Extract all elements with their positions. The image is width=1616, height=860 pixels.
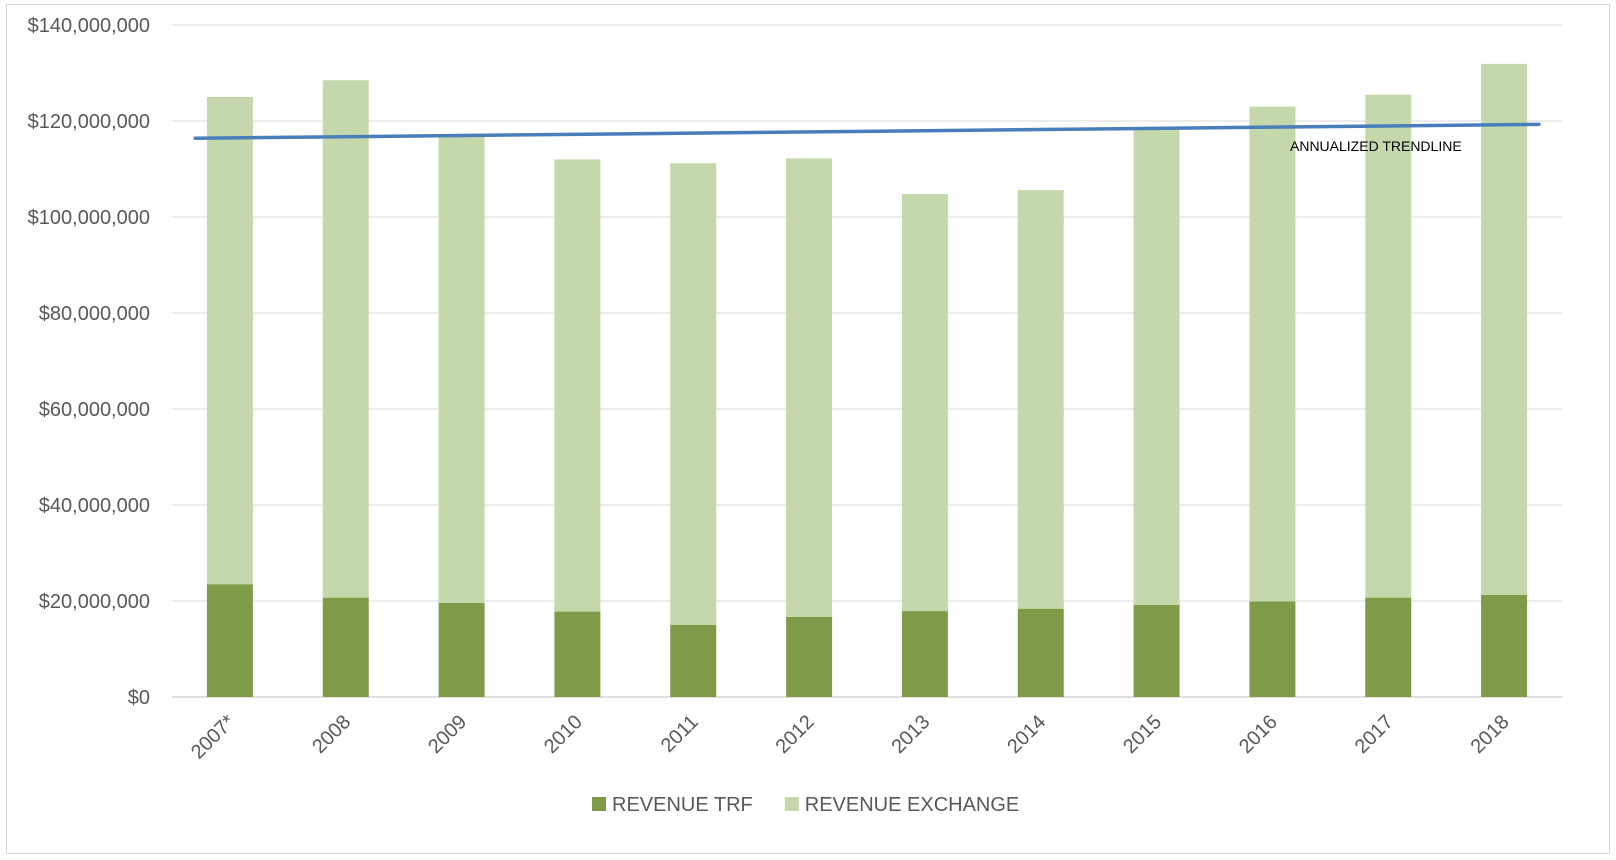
- x-tick-label: 2018: [1467, 711, 1514, 758]
- bar-revenue-exchange: [438, 135, 485, 603]
- y-tick-label: $0: [128, 687, 150, 709]
- bar-revenue-exchange: [206, 97, 253, 585]
- bar-revenue-trf: [1481, 594, 1528, 697]
- bar-revenue-exchange: [554, 159, 601, 612]
- y-tick-label: $20,000,000: [39, 591, 150, 613]
- legend-label: REVENUE EXCHANGE: [805, 794, 1020, 816]
- bar-revenue-trf: [1249, 601, 1296, 697]
- bar-revenue-exchange: [1481, 63, 1528, 595]
- gridlines: [172, 24, 1562, 698]
- y-tick-label: $140,000,000: [28, 15, 150, 37]
- x-tick-label: 2009: [424, 711, 471, 758]
- bar-revenue-trf: [1365, 597, 1412, 697]
- legend-label: REVENUE TRF: [612, 794, 753, 816]
- bar-revenue-trf: [206, 584, 253, 697]
- legend-swatch: [784, 797, 799, 811]
- x-tick-label: 2016: [1235, 711, 1282, 758]
- bar-revenue-exchange: [1133, 128, 1180, 605]
- bar-revenue-exchange: [1365, 94, 1412, 598]
- y-tick-label: $120,000,000: [28, 111, 150, 133]
- bar-revenue-trf: [670, 625, 717, 697]
- x-tick-label: 2012: [772, 711, 819, 758]
- bar-revenue-trf: [786, 616, 833, 697]
- bar-revenue-exchange: [786, 158, 833, 617]
- x-tick-label: 2008: [308, 711, 355, 758]
- bar-revenue-trf: [1133, 604, 1180, 697]
- bar-revenue-trf: [554, 611, 601, 697]
- bar-revenue-exchange: [1249, 106, 1296, 602]
- y-tick-label: $40,000,000: [39, 495, 150, 517]
- trendline-group: ANNUALIZED TRENDLINE: [193, 122, 1541, 154]
- bar-revenue-trf: [322, 597, 369, 697]
- y-axis-ticks: $0 $20,000,000 $40,000,000 $60,000,000 $80,0…: [28, 15, 150, 709]
- x-tick-label: 2017: [1351, 711, 1398, 758]
- x-tick-label: 2007*: [187, 711, 240, 764]
- x-axis-ticks: 2007* 2008 2009 2010 2011 2012 2013 2014 2015 201…: [187, 711, 1514, 764]
- bar-revenue-trf: [1017, 608, 1064, 697]
- bar-revenue-exchange: [1017, 190, 1064, 609]
- legend: REVENUE TRF REVENUE EXCHANGE: [592, 794, 1019, 816]
- y-tick-label: $80,000,000: [39, 303, 150, 325]
- y-tick-label: $100,000,000: [28, 207, 150, 229]
- x-tick-label: 2011: [657, 711, 703, 757]
- bars: [206, 63, 1528, 697]
- bar-revenue-trf: [438, 602, 485, 697]
- bar-revenue-exchange: [901, 193, 948, 612]
- x-tick-label: 2015: [1119, 711, 1166, 758]
- y-tick-label: $60,000,000: [39, 399, 150, 421]
- x-tick-label: 2013: [887, 711, 934, 758]
- trendline-label: ANNUALIZED TRENDLINE: [1290, 138, 1462, 154]
- legend-swatch: [592, 797, 606, 811]
- trendline: [193, 122, 1541, 141]
- bar-revenue-trf: [901, 611, 948, 697]
- bar-revenue-exchange: [322, 80, 369, 598]
- bar-revenue-exchange: [670, 163, 717, 626]
- x-tick-label: 2014: [1003, 711, 1050, 758]
- x-tick-label: 2010: [540, 711, 587, 758]
